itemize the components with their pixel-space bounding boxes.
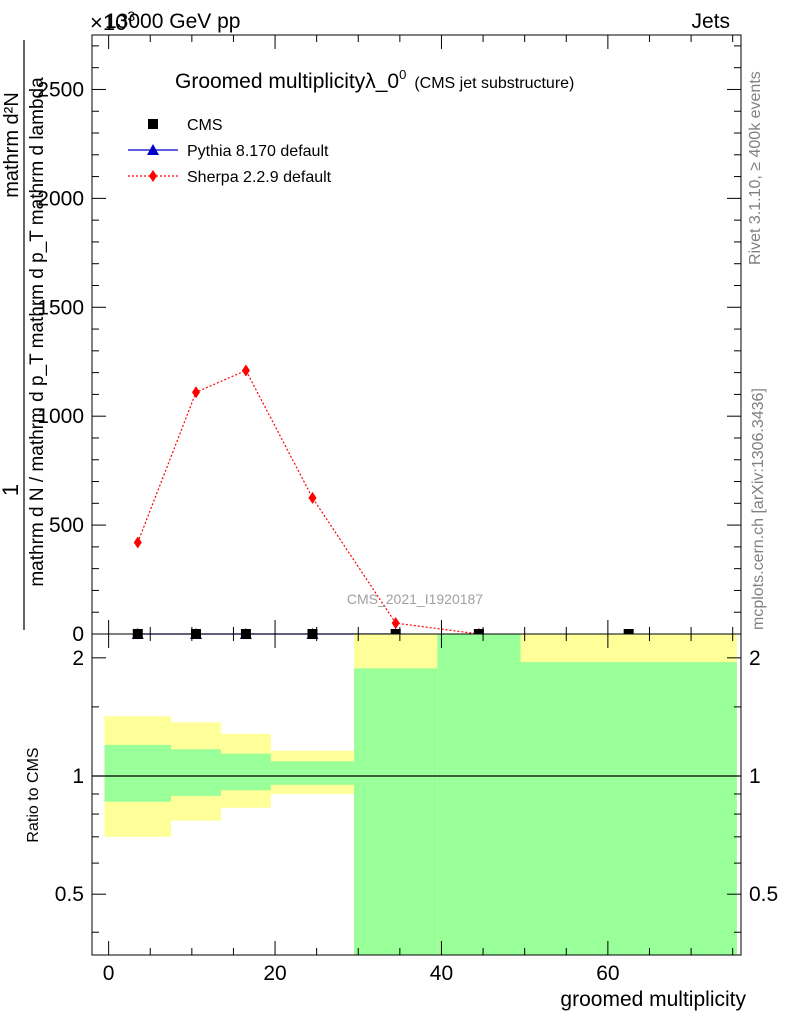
main-y-tick-label: 1500	[37, 296, 84, 319]
sherpa-point	[133, 536, 142, 549]
legend: CMS Pythia 8.170 default Sherpa 2.2.9 defa…	[128, 117, 332, 186]
ylabel-dn: mathrm d²N	[1, 92, 23, 198]
ratio-band-inner	[171, 749, 221, 796]
legend-label: Sherpa 2.2.9 default	[187, 169, 332, 186]
ratio-y-tick-label: 2	[72, 647, 84, 670]
ratio-ticks: 0.5 0.51 12 20 20 40 60	[55, 35, 778, 985]
main-y-tick-label: 2500	[37, 78, 84, 101]
pythia-point	[147, 144, 159, 155]
x-tick-label: 0	[103, 962, 115, 985]
sherpa-point	[241, 364, 250, 377]
sherpa-point	[308, 491, 317, 504]
main-y-tick-label: 1000	[37, 405, 84, 428]
ratio-band-inner	[354, 668, 438, 955]
ratio-bands	[92, 634, 741, 955]
sherpa-point	[391, 617, 400, 630]
exponent-label: ×103	[90, 8, 135, 35]
x-axis-label: groomed multiplicity	[560, 988, 746, 1011]
ratio-y-tick-label-right: 2	[749, 647, 761, 670]
sherpa-point	[192, 386, 201, 399]
main-title: Groomed multiplicityλ_00(CMS jet substru…	[175, 67, 574, 93]
ylabel-one: 1	[0, 484, 23, 496]
ratio-plot: 0.5 0.51 12 20 20 40 60 Ratio to CMS groomed m…	[25, 35, 778, 1011]
legend-label: CMS	[187, 117, 223, 134]
ratio-frame	[91, 633, 742, 956]
analysis-watermark: CMS_2021_I1920187	[347, 591, 483, 607]
ratio-band-inner	[104, 744, 172, 802]
cms-point	[148, 119, 158, 129]
mcplots-label: mcplots.cern.ch [arXiv:1306.3436]	[750, 388, 767, 630]
ratio-y-label: Ratio to CMS	[25, 747, 42, 842]
rivet-label: Rivet 3.1.10, ≥ 400k events	[747, 71, 764, 265]
ratio-y-tick-label: 0.5	[55, 883, 84, 906]
legend-label: Pythia 8.170 default	[187, 143, 329, 160]
ratio-band-inner	[270, 761, 355, 785]
main-y-axis-label: 1 mathrm d²N mathrm d N / mathrm d p_T m…	[0, 40, 48, 630]
ratio-y-tick-label-right: 0.5	[749, 883, 778, 906]
main-y-tick-label: 500	[49, 514, 84, 537]
x-tick-label: 40	[430, 962, 453, 985]
main-y-tick-label: 0	[72, 623, 84, 646]
ratio-band-inner	[220, 753, 271, 791]
ratio-band-inner	[520, 662, 737, 955]
x-tick-label: 20	[263, 962, 286, 985]
ratio-y-tick-label-right: 1	[749, 765, 761, 788]
exponent-power: 3	[127, 8, 135, 24]
ylabel-denominator: mathrm d N / mathrm d p_T mathrm d p_T m…	[27, 77, 48, 587]
main-y-tick-label: 2000	[37, 187, 84, 210]
header-energy: 13000 GeV pp	[105, 10, 240, 33]
ratio-band-inner	[437, 634, 521, 955]
x-tick-label: 60	[596, 962, 619, 985]
main-plot: 0 500 1000 1500 2000 2500 Groomed multiplicit…	[37, 34, 742, 646]
ratio-y-tick-label: 1	[72, 765, 84, 788]
header-jets: Jets	[691, 10, 730, 33]
main-y-ticks: 0 500 1000 1500 2000 2500	[37, 45, 741, 646]
sherpa-point	[149, 170, 157, 182]
